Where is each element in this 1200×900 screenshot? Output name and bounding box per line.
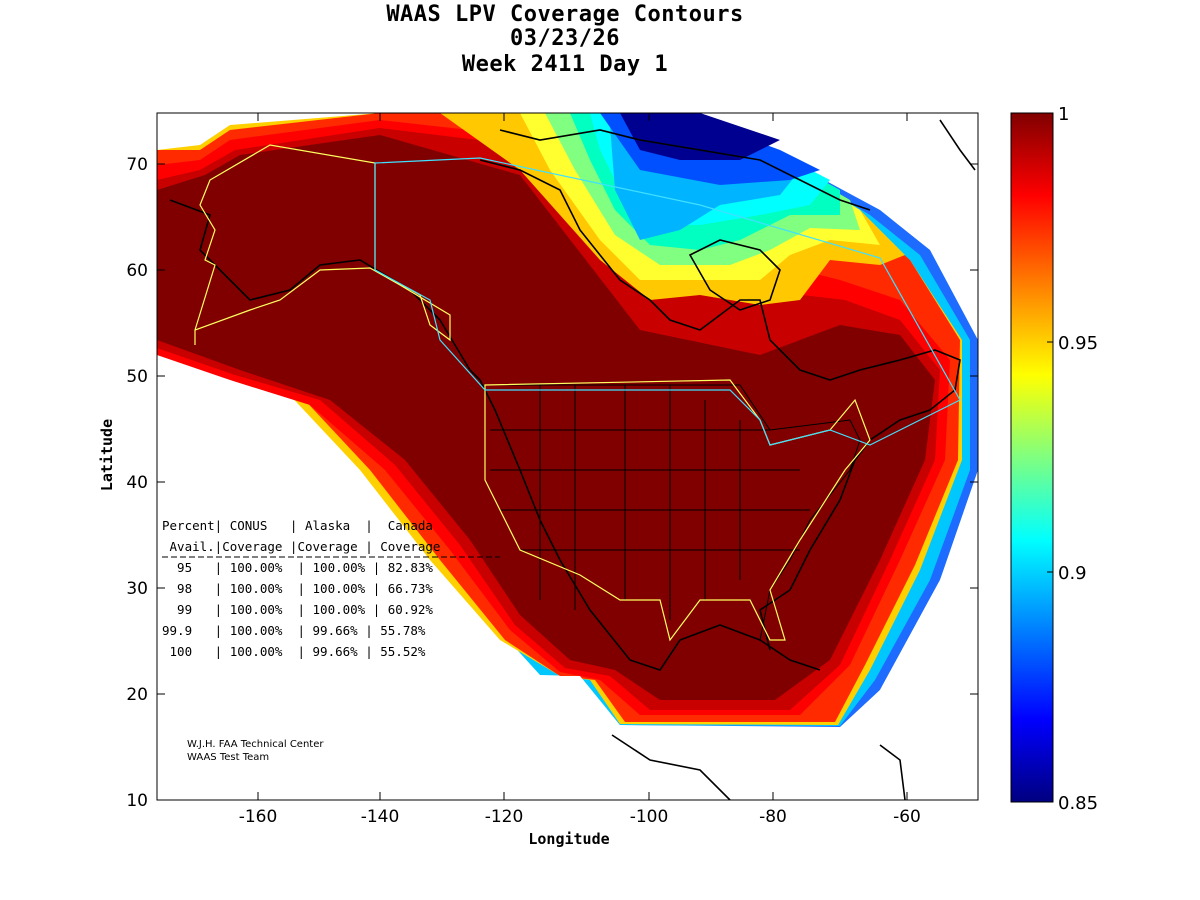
x-tick-label: -160 — [239, 807, 278, 827]
x-tick-label: -100 — [630, 807, 669, 827]
y-tick-label: 10 — [126, 791, 148, 811]
y-tick-label: 30 — [126, 579, 148, 599]
y-tick-label: 40 — [126, 473, 148, 493]
table-row: 100 | 100.00% | 99.66% | 55.52% — [162, 644, 426, 659]
colorbar — [1010, 112, 1054, 803]
x-axis-title: Longitude — [528, 830, 609, 848]
axis-ticks — [157, 113, 978, 801]
chart-date: 03/23/26 — [510, 26, 620, 51]
table-row: 98 | 100.00% | 100.00% | 66.73% — [162, 581, 433, 596]
colorbar-ticks — [1047, 112, 1053, 803]
table-header: Percent| CONUS | Alaska | Canada — [162, 518, 433, 533]
table-header: Avail.|Coverage |Coverage | Coverage — [162, 539, 440, 554]
plot-frame — [156, 112, 979, 801]
y-tick-label: 70 — [126, 155, 148, 175]
table-row: 99 | 100.00% | 100.00% | 60.92% — [162, 602, 433, 617]
x-tick-label: -140 — [361, 807, 400, 827]
y-tick-label: 20 — [126, 685, 148, 705]
colorbar-label: 0.95 — [1058, 333, 1098, 354]
colorbar-label: 1 — [1058, 104, 1069, 125]
y-tick-label: 50 — [126, 367, 148, 387]
x-tick-label: -60 — [893, 807, 921, 827]
colorbar-label: 0.9 — [1058, 563, 1087, 584]
coverage-contours — [157, 113, 978, 800]
credit-line: WAAS Test Team — [187, 752, 269, 763]
table-row: 95 | 100.00% | 100.00% | 82.83% — [162, 560, 433, 575]
x-tick-label: -120 — [485, 807, 524, 827]
x-tick-label: -80 — [759, 807, 787, 827]
credit-line: W.J.H. FAA Technical Center — [187, 739, 324, 750]
y-axis-title: Latitude — [98, 419, 116, 491]
coverage-table: Percent| CONUS | Alaska | Canada Avail.|… — [162, 518, 500, 659]
colorbar-label: 0.85 — [1058, 793, 1098, 814]
chart-title: WAAS LPV Coverage Contours — [386, 2, 744, 27]
chart-week-day: Week 2411 Day 1 — [461, 52, 669, 77]
table-row: 99.9 | 100.00% | 99.66% | 55.78% — [162, 623, 426, 638]
y-tick-label: 60 — [126, 261, 148, 281]
